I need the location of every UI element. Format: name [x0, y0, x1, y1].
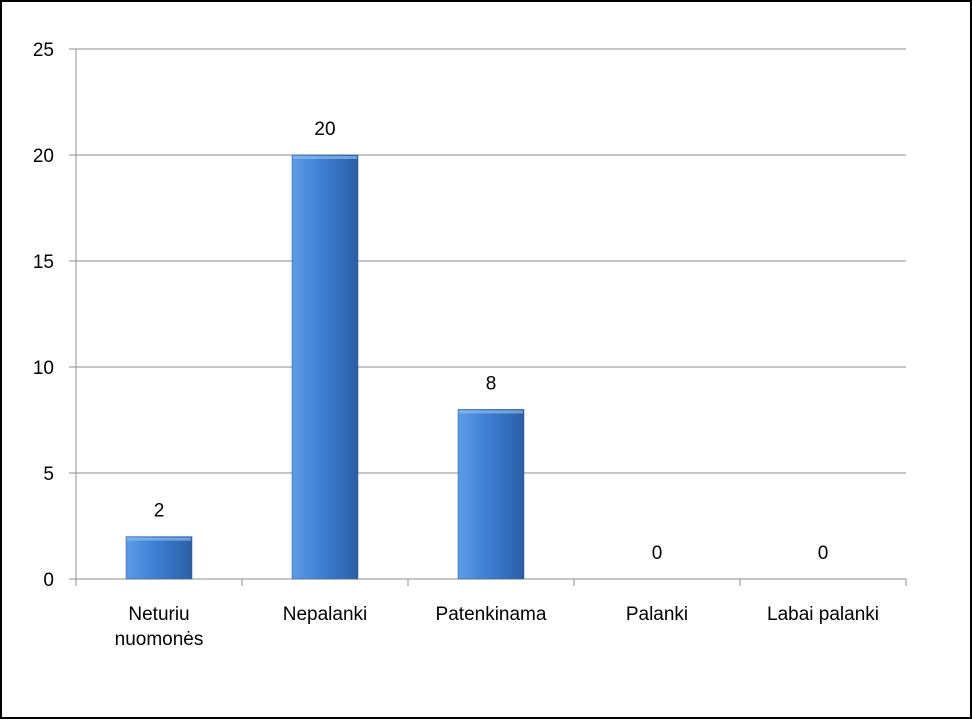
x-category-label: nuomonės: [115, 629, 204, 650]
gridlines: [76, 48, 906, 474]
y-tick-label: 0: [43, 570, 54, 591]
bar-2: [291, 154, 359, 580]
bar-highlight: [459, 410, 523, 414]
data-label: 0: [818, 543, 829, 564]
bar-1: [125, 536, 193, 580]
bars: [125, 154, 525, 580]
labels: 0 5 10 15 20 25 2 Neturiu nuomonės 20 Nepalanki 8 Pa…: [33, 40, 879, 650]
x-category-label: Neturiu: [128, 604, 189, 625]
x-category-label: Patenkinama: [436, 604, 547, 625]
y-tick-label: 20: [33, 146, 54, 167]
x-category-label: Nepalanki: [283, 604, 368, 625]
data-label: 20: [314, 119, 335, 140]
x-category-label: Palanki: [626, 604, 688, 625]
x-category-label: Labai palanki: [767, 604, 879, 625]
bar-3: [457, 409, 525, 580]
data-label: 8: [486, 373, 497, 394]
y-tick-label: 15: [33, 252, 54, 273]
y-tick-label: 25: [33, 40, 54, 61]
bar-highlight: [127, 537, 191, 541]
data-label: 0: [652, 543, 663, 564]
bar-highlight: [293, 156, 357, 159]
data-label: 2: [154, 501, 165, 522]
y-tick-label: 10: [33, 358, 54, 379]
y-tick-label: 5: [43, 464, 54, 485]
